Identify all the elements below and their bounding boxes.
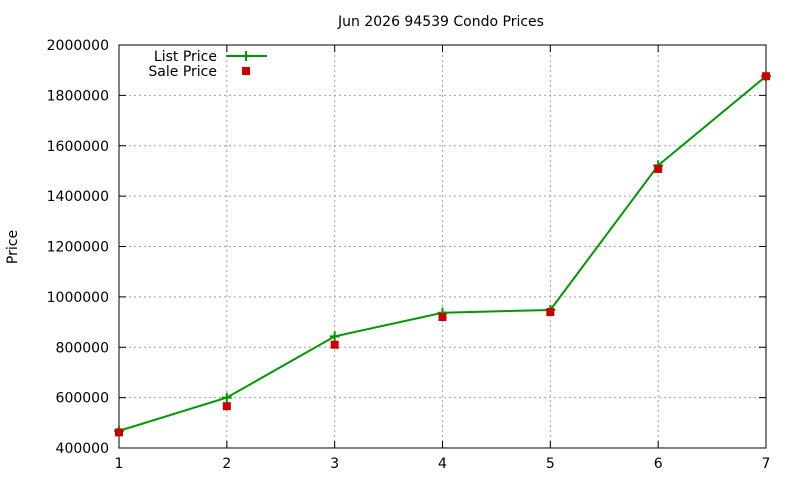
x-tick-label: 6 xyxy=(654,456,663,472)
x-tick-label: 3 xyxy=(330,456,339,472)
sale-price-point xyxy=(762,72,770,81)
list-price-point xyxy=(329,331,340,342)
y-tick-label: 400000 xyxy=(56,441,109,457)
sale-price-point xyxy=(546,307,555,316)
y-tick-label: 1800000 xyxy=(47,88,109,104)
y-tick-label: 1000000 xyxy=(47,290,109,306)
series-layer xyxy=(114,71,771,437)
x-tick-label: 1 xyxy=(115,456,124,472)
y-tick-label: 800000 xyxy=(56,340,109,356)
chart-title: Jun 2026 94539 Condo Prices xyxy=(337,14,544,30)
legend-marker-sale-price xyxy=(242,67,250,75)
sale-price-point xyxy=(222,402,231,411)
sale-price-point xyxy=(115,428,123,437)
list-price-point xyxy=(221,392,232,403)
sale-price-point xyxy=(438,313,447,322)
x-axis-ticks: 1 2 3 4 5 6 7 xyxy=(115,45,771,472)
x-tick-label: 7 xyxy=(762,456,771,472)
y-tick-label: 1400000 xyxy=(47,189,109,205)
sale-price-point xyxy=(654,164,663,173)
y-axis-label: Price xyxy=(5,230,21,264)
y-tick-label: 600000 xyxy=(56,391,109,407)
x-tick-label: 2 xyxy=(222,456,231,472)
x-tick-label: 4 xyxy=(438,456,447,472)
legend-marker-list-price xyxy=(241,51,251,61)
y-tick-label: 2000000 xyxy=(47,38,109,54)
sale-price-point xyxy=(330,340,339,349)
legend-label-sale-price: Sale Price xyxy=(148,64,217,80)
list-price-line xyxy=(118,75,767,432)
grid xyxy=(119,45,766,448)
x-tick-label: 5 xyxy=(546,456,555,472)
y-tick-label: 1200000 xyxy=(47,240,109,256)
legend: List Price Sale Price xyxy=(148,49,267,80)
y-tick-label: 1600000 xyxy=(47,139,109,155)
legend-label-list-price: List Price xyxy=(154,49,217,65)
y-axis-ticks: 400000 600000 800000 1000000 1200000 1400000 1… xyxy=(47,38,766,457)
